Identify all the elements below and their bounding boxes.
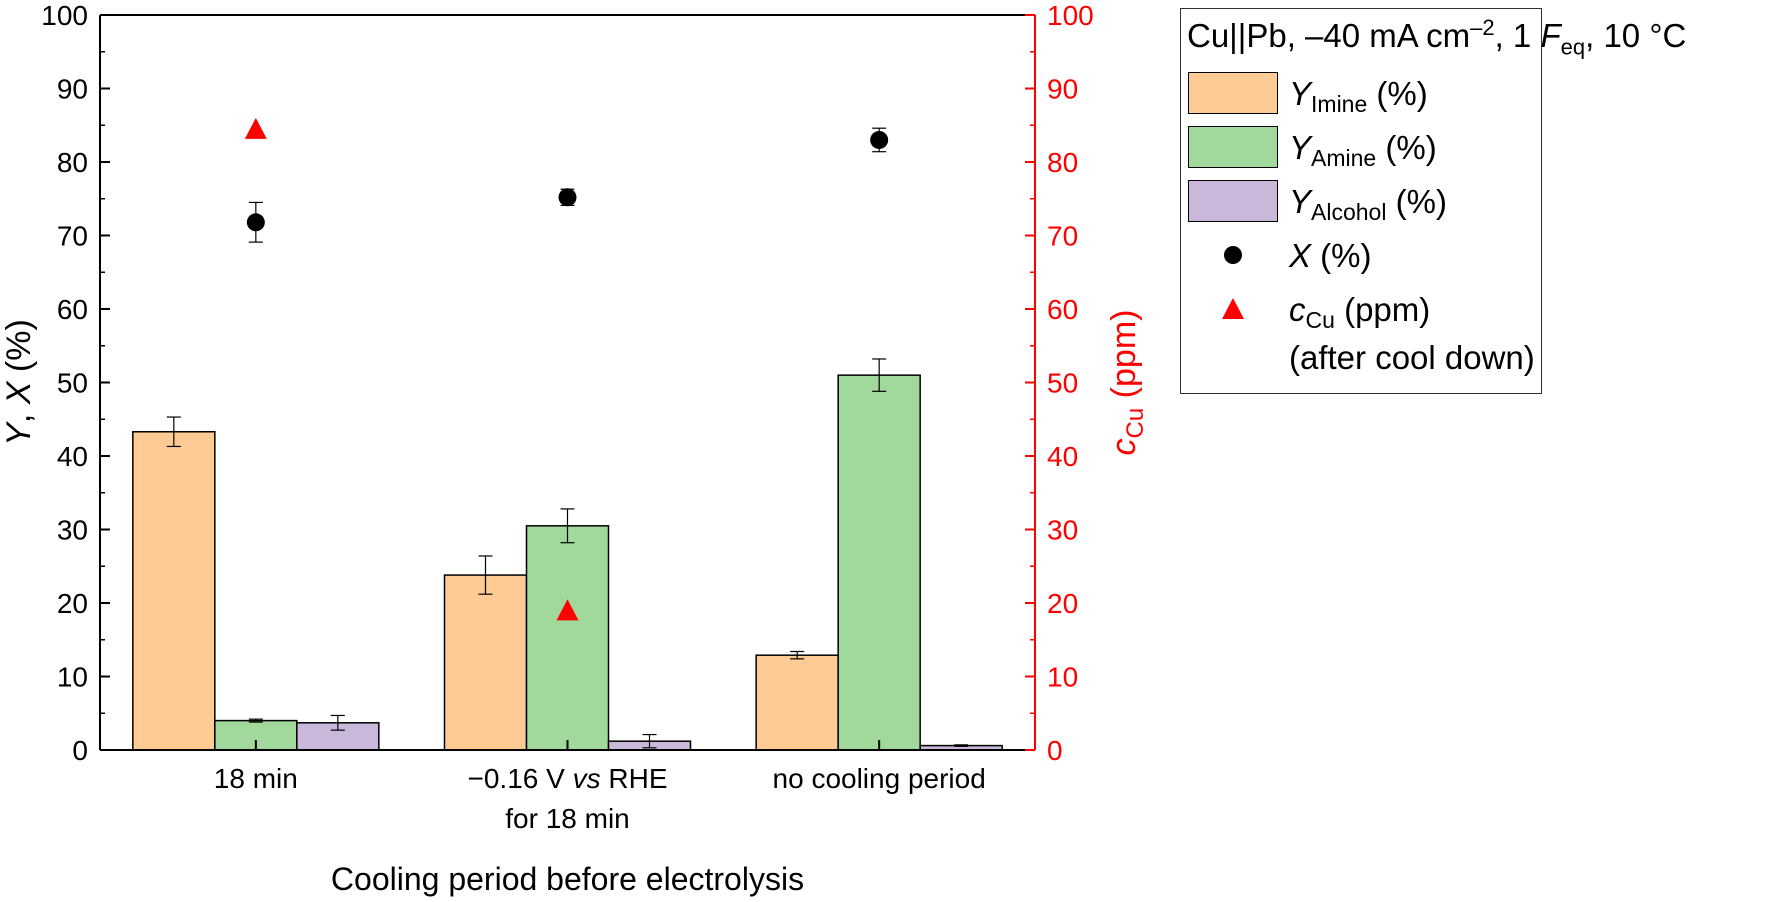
conversion-point-2 (870, 130, 889, 149)
bar-0-0 (132, 430, 216, 751)
left-tick-label: 50 (57, 368, 88, 399)
bar-1-2 (837, 374, 921, 751)
legend-item-alcohol: YAlcohol (%) (1181, 177, 1541, 227)
left-tick-label: 100 (41, 0, 88, 31)
right-tick-label: 30 (1047, 515, 1078, 546)
right-tick-label: 10 (1047, 662, 1078, 693)
right-tick-label: 100 (1047, 0, 1094, 31)
right-tick-label: 0 (1047, 735, 1063, 766)
left-tick-label: 30 (57, 515, 88, 546)
legend-item-copper: cCu (ppm) (1181, 285, 1541, 335)
chart: 0 0 10 10 20 20 30 30 40 40 50 50 60 60 70 70 80 80 90 90 10… (0, 0, 1149, 897)
x-tick-label: −0.16 V vs RHE (468, 763, 668, 794)
copper-point-1 (556, 599, 579, 621)
copper-point-0 (244, 117, 267, 139)
legend-label-alcohol: YAlcohol (%) (1289, 183, 1447, 225)
bar-0-2 (755, 654, 839, 751)
right-tick-label: 60 (1047, 294, 1078, 325)
left-tick-label: 0 (72, 735, 88, 766)
legend-triangle-marker (1222, 298, 1244, 319)
legend-circle-marker (1224, 246, 1242, 264)
right-axis-title: cCu (ppm) (1105, 310, 1149, 456)
legend-label-amine: YAmine (%) (1289, 129, 1437, 171)
x-axis-title: Cooling period before electrolysis (331, 861, 804, 897)
legend-title: Cu||Pb, –40 mA cm–2, 1 Feq, 10 °C (1187, 15, 1687, 60)
left-tick-label: 20 (57, 588, 88, 619)
legend-label-imine: YImine (%) (1289, 75, 1428, 117)
left-axis-title: Y, X (%) (0, 319, 38, 446)
x-tick-label: 18 min (214, 763, 298, 794)
right-tick-label: 20 (1047, 588, 1078, 619)
right-tick-label: 50 (1047, 368, 1078, 399)
legend-swatch-amine (1188, 126, 1278, 168)
right-tick-label: 80 (1047, 147, 1078, 178)
legend-item-imine: YImine (%) (1181, 69, 1541, 119)
right-tick-label: 70 (1047, 221, 1078, 252)
legend-item-conversion: X (%) (1181, 231, 1541, 281)
legend: Cu||Pb, –40 mA cm–2, 1 Feq, 10 °C YImine… (1180, 8, 1686, 394)
legend-label-copper: cCu (ppm) (1289, 291, 1431, 333)
right-tick-label: 90 (1047, 74, 1078, 105)
legend-label-conversion: X (%) (1289, 237, 1372, 274)
left-tick-label: 70 (57, 221, 88, 252)
legend-swatch-imine (1188, 72, 1278, 114)
bar-0-1 (443, 574, 528, 751)
legend-note: (after cool down) (1289, 339, 1535, 376)
x-tick-label: for 18 min (505, 803, 630, 834)
x-tick-label: no cooling period (773, 763, 986, 794)
left-tick-label: 60 (57, 294, 88, 325)
conversion-point-1 (558, 188, 577, 207)
left-tick-label: 80 (57, 147, 88, 178)
conversion-point-0 (246, 213, 265, 232)
left-tick-label: 90 (57, 74, 88, 105)
left-tick-label: 40 (57, 441, 88, 472)
left-tick-label: 10 (57, 662, 88, 693)
legend-item-amine: YAmine (%) (1181, 123, 1541, 173)
legend-swatch-alcohol (1188, 180, 1278, 222)
bar-1-1 (525, 525, 610, 751)
right-tick-label: 40 (1047, 441, 1078, 472)
